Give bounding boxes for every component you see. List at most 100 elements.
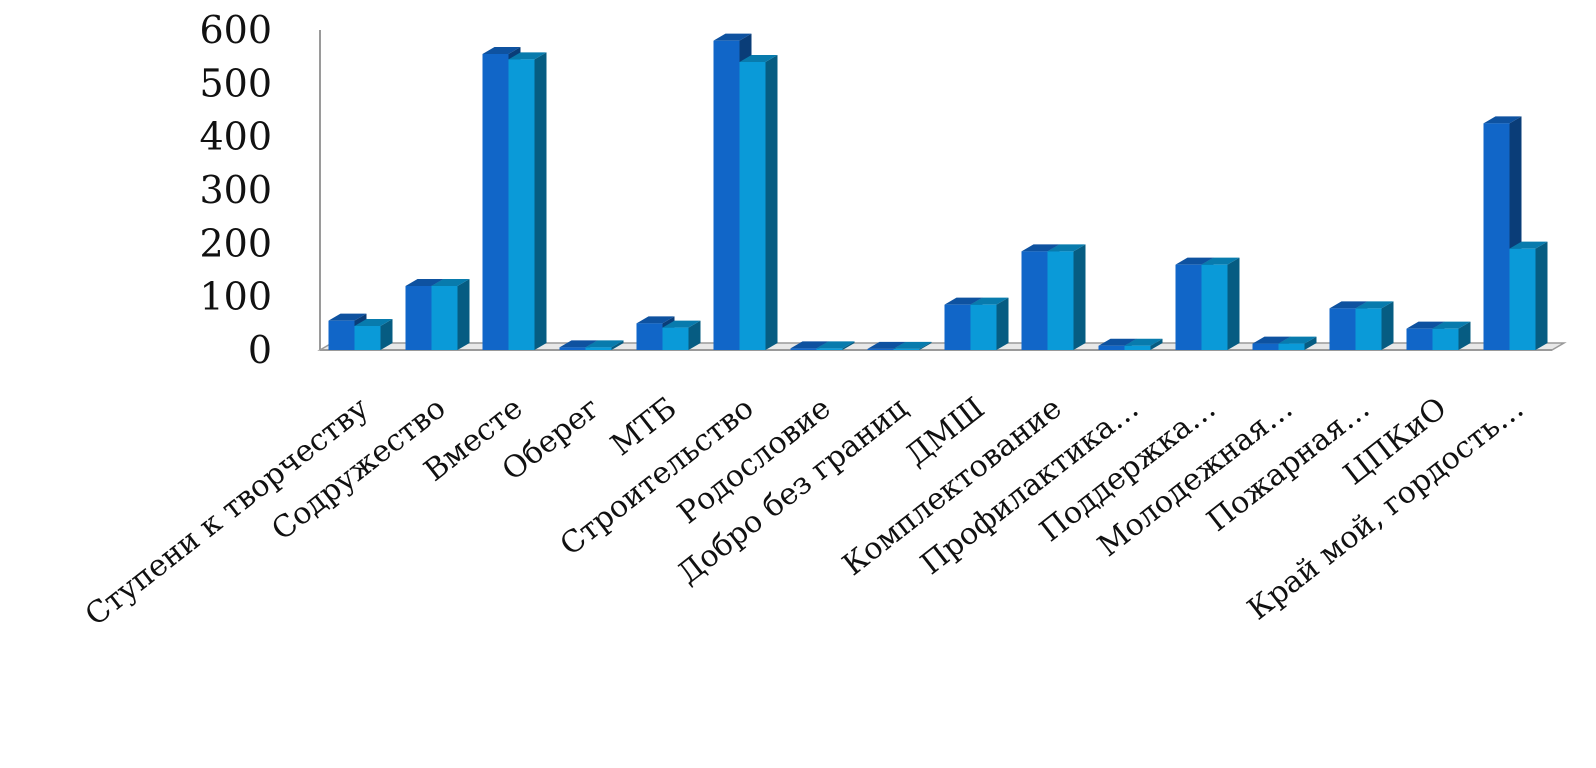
bar-top — [1021, 244, 1060, 252]
bar — [1278, 336, 1317, 350]
bar — [354, 319, 393, 350]
bar-top — [1329, 301, 1368, 309]
bar-side — [1458, 321, 1471, 350]
bar-top — [482, 47, 521, 54]
bar — [431, 279, 470, 350]
bar — [1124, 338, 1163, 350]
chart-bars — [328, 33, 1548, 351]
bar-top — [662, 320, 701, 328]
y-tick-label: 500 — [199, 61, 272, 105]
bar-front — [1021, 251, 1048, 350]
bar-front — [585, 347, 612, 350]
bar-top — [1124, 338, 1163, 346]
bar-front — [1124, 345, 1151, 350]
y-tick-label: 0 — [248, 328, 272, 372]
bar-side — [380, 319, 393, 350]
bar — [662, 320, 701, 350]
bar-front — [1406, 328, 1433, 350]
bar-side — [1535, 241, 1548, 350]
bar-front — [431, 286, 458, 350]
bar-top — [405, 279, 444, 286]
bar-top — [1175, 257, 1214, 265]
bar-front — [1355, 308, 1382, 350]
bar-side — [1381, 301, 1394, 350]
bar-top — [354, 319, 393, 326]
bar-top — [636, 316, 675, 324]
y-tick-label: 100 — [199, 275, 272, 319]
bar-top — [1278, 336, 1317, 344]
bar-front — [559, 347, 586, 350]
bar — [739, 55, 778, 350]
bar-top — [713, 33, 752, 41]
bar-side — [1304, 336, 1317, 350]
bar-front — [1329, 308, 1356, 350]
bar-top — [328, 313, 367, 321]
bar-front — [944, 304, 971, 350]
bar-side — [1227, 257, 1240, 350]
bar-side — [919, 341, 932, 350]
y-tick-label: 600 — [199, 8, 272, 52]
bar-front — [354, 326, 381, 350]
bar-top — [508, 52, 547, 60]
bar — [1509, 241, 1548, 350]
bar-side — [611, 340, 624, 350]
bar-top — [1098, 338, 1137, 346]
bar — [1047, 244, 1086, 350]
bar-front — [790, 348, 817, 350]
bar-front — [1098, 345, 1125, 350]
bar-front — [1483, 123, 1510, 350]
bar-side — [996, 297, 1009, 350]
bar-top — [1252, 336, 1291, 344]
bar-top — [1355, 301, 1394, 309]
bar-side — [457, 279, 470, 350]
bar-top — [431, 279, 470, 286]
bar-front — [1201, 264, 1228, 350]
bar-top — [1509, 241, 1548, 249]
y-axis-ticks: 0 100 200 300 400 500 600 — [199, 8, 272, 372]
bar-top — [1406, 321, 1445, 329]
bar-front — [867, 348, 894, 350]
bar-top — [1047, 244, 1086, 252]
x-axis-labels: Ступени к творчествуСодружествоВместеОбе… — [79, 391, 1531, 634]
bar — [893, 341, 932, 350]
y-tick-label: 400 — [199, 115, 272, 159]
bar-front — [1252, 343, 1279, 350]
bar-side — [765, 55, 778, 350]
bar-front — [662, 327, 689, 350]
bar-front — [1278, 343, 1305, 350]
bar-front — [482, 54, 509, 350]
bar-top — [790, 341, 829, 349]
bar — [1355, 301, 1394, 350]
bar — [1432, 321, 1471, 350]
bar — [585, 340, 624, 350]
bar-top — [867, 341, 906, 349]
bar-front — [970, 304, 997, 350]
bar-front — [816, 348, 843, 350]
bar-top — [1483, 116, 1522, 124]
bar-top — [1201, 257, 1240, 265]
bar-top — [1432, 321, 1471, 329]
bar-front — [328, 320, 355, 350]
bar-front — [739, 62, 766, 350]
bar-front — [1047, 251, 1074, 350]
bar-side — [688, 320, 701, 350]
bar — [970, 297, 1009, 350]
bar — [508, 52, 547, 350]
bar-top — [559, 340, 598, 348]
y-tick-label: 300 — [199, 168, 272, 212]
bar-top — [585, 340, 624, 348]
bar-top — [816, 341, 855, 349]
bar-top — [970, 297, 1009, 305]
bar-top — [893, 341, 932, 349]
bar-front — [1509, 248, 1536, 350]
bar-top — [944, 297, 983, 305]
bar-front — [508, 59, 535, 350]
y-tick-label: 200 — [199, 221, 272, 265]
bar-front — [636, 323, 663, 350]
bar-front — [893, 348, 920, 350]
bar-front — [713, 40, 740, 351]
bar — [816, 341, 855, 350]
bar-side — [1073, 244, 1086, 350]
bar-side — [1150, 338, 1163, 350]
